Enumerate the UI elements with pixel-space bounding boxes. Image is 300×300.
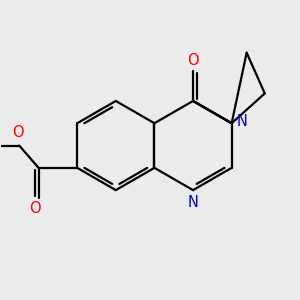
Text: O: O <box>187 53 199 68</box>
Text: N: N <box>188 196 199 211</box>
Text: O: O <box>12 125 24 140</box>
Text: O: O <box>29 201 41 216</box>
Text: N: N <box>237 114 248 129</box>
